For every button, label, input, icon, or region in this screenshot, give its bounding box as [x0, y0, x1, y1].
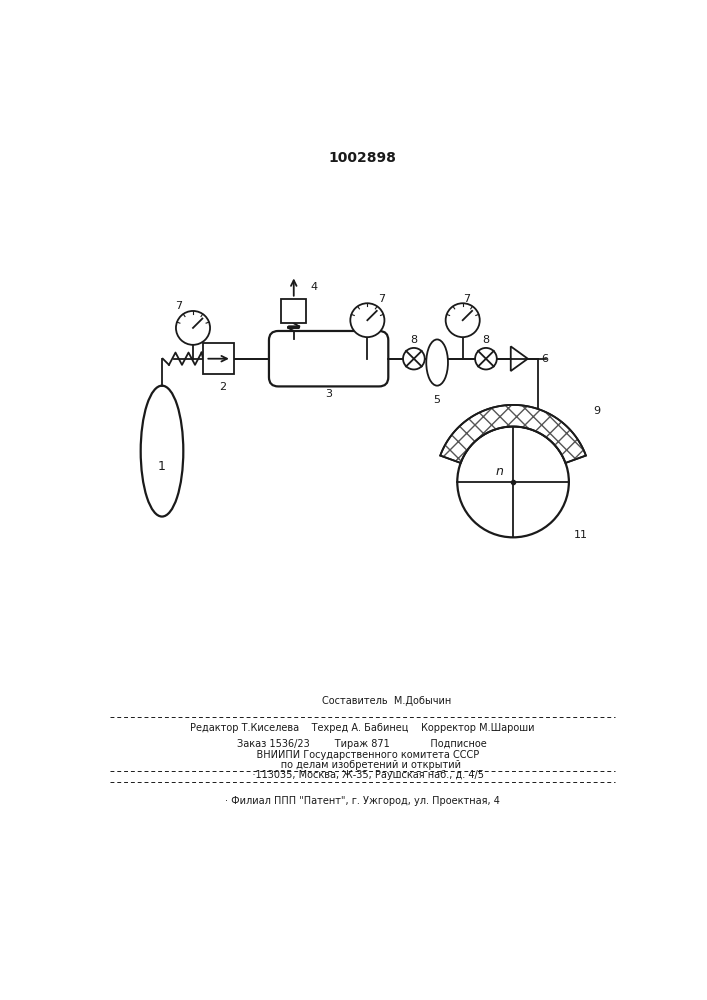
Text: 8: 8 — [482, 335, 489, 345]
Text: 3: 3 — [325, 389, 332, 399]
Text: 7: 7 — [463, 294, 470, 304]
Text: 4: 4 — [310, 282, 317, 292]
Text: 1002898: 1002898 — [328, 151, 396, 165]
FancyBboxPatch shape — [269, 331, 388, 386]
Ellipse shape — [426, 339, 448, 386]
Circle shape — [176, 311, 210, 345]
Text: по делам изобретений и открытий: по делам изобретений и открытий — [262, 760, 462, 770]
Text: 11: 11 — [573, 530, 588, 540]
Text: Заказ 1536/23        Тираж 871             Подписное: Заказ 1536/23 Тираж 871 Подписное — [237, 739, 487, 749]
Text: n: n — [495, 465, 503, 478]
Text: 7: 7 — [175, 301, 182, 311]
Text: Составитель  М.Добычин: Составитель М.Добычин — [272, 696, 452, 706]
Polygon shape — [440, 405, 586, 463]
Text: ·113035, Москва, Ж-35, Раушская наб., д. 4/5: ·113035, Москва, Ж-35, Раушская наб., д.… — [240, 770, 484, 780]
Bar — [203, 343, 234, 374]
Bar — [281, 299, 306, 323]
Circle shape — [351, 303, 385, 337]
Text: Редактор Т.Киселева    Техред А. Бабинец    Корректор М.Шароши: Редактор Т.Киселева Техред А. Бабинец Ко… — [189, 723, 534, 733]
Ellipse shape — [141, 386, 183, 517]
Circle shape — [475, 348, 497, 369]
Text: 2: 2 — [219, 382, 226, 392]
Text: 5: 5 — [433, 395, 440, 405]
Text: 10: 10 — [519, 413, 533, 423]
Text: 8: 8 — [410, 335, 417, 345]
Text: · Филиал ППП "Патент", г. Ужгород, ул. Проектная, 4: · Филиал ППП "Патент", г. Ужгород, ул. П… — [225, 796, 499, 806]
Circle shape — [445, 303, 480, 337]
Text: 9: 9 — [594, 406, 601, 416]
Text: ВНИИПИ Государственного комитета СССР: ВНИИПИ Государственного комитета СССР — [245, 750, 479, 760]
Circle shape — [403, 348, 425, 369]
Circle shape — [457, 426, 569, 537]
Text: 6: 6 — [542, 354, 549, 364]
Text: 7: 7 — [378, 294, 385, 304]
Text: 1: 1 — [158, 460, 166, 473]
